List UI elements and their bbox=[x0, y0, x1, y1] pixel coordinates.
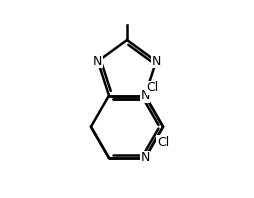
Text: N: N bbox=[93, 55, 103, 68]
Text: Cl: Cl bbox=[147, 81, 159, 94]
Text: N: N bbox=[140, 151, 150, 165]
Text: Cl: Cl bbox=[157, 136, 169, 149]
Text: N: N bbox=[140, 89, 150, 102]
Text: N: N bbox=[151, 55, 161, 68]
